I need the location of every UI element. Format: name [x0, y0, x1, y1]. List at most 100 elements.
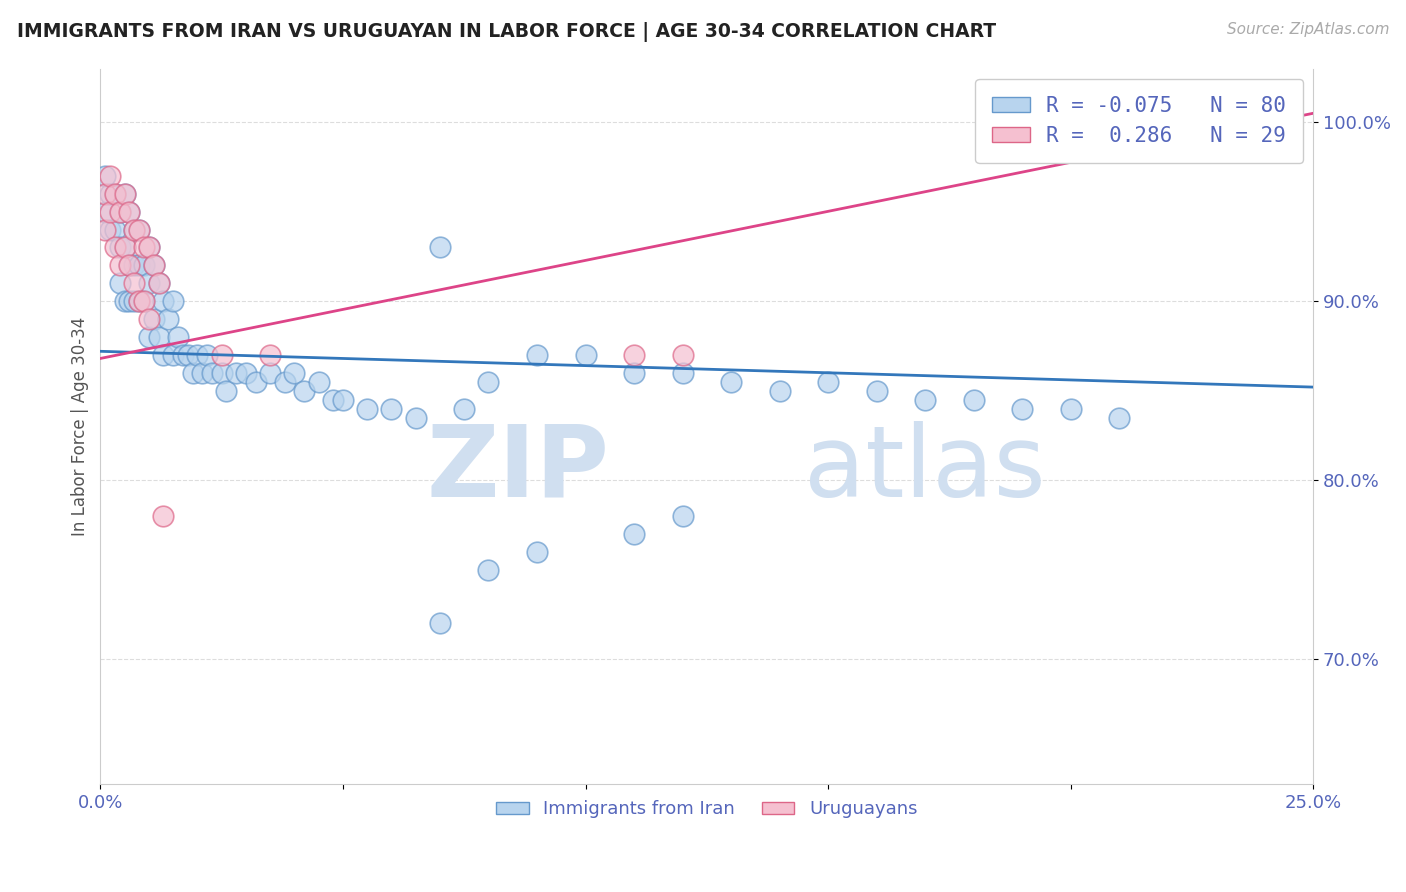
Point [181, 366, 204, 380]
Point [98, 186, 121, 201]
Point [152, 348, 174, 362]
Point [283, 366, 305, 380]
Point [191, 366, 214, 380]
Point [132, 259, 155, 273]
Point [118, 204, 141, 219]
Point [98, 222, 121, 236]
Point [98, 204, 121, 219]
Point [322, 392, 344, 407]
Point [114, 186, 136, 201]
Point [124, 222, 146, 236]
Point [162, 348, 184, 362]
Point [108, 277, 131, 291]
Point [453, 401, 475, 416]
Point [574, 348, 596, 362]
Point [142, 312, 165, 326]
Text: Source: ZipAtlas.com: Source: ZipAtlas.com [1226, 22, 1389, 37]
Point [405, 410, 427, 425]
Point [148, 277, 170, 291]
Point [128, 222, 150, 236]
Point [152, 294, 174, 309]
Point [114, 240, 136, 254]
Point [817, 375, 839, 389]
Point [104, 240, 127, 254]
Point [356, 401, 378, 416]
Point [138, 277, 160, 291]
Point [1157, 133, 1180, 147]
Point [245, 375, 267, 389]
Point [114, 294, 136, 309]
Point [308, 375, 330, 389]
Point [172, 348, 194, 362]
Point [671, 348, 693, 362]
Point [720, 375, 742, 389]
Point [94, 186, 117, 201]
Point [94, 169, 117, 183]
Point [128, 259, 150, 273]
Point [235, 366, 257, 380]
Point [104, 222, 127, 236]
Point [1157, 133, 1180, 147]
Point [124, 222, 146, 236]
Point [148, 330, 170, 344]
Point [332, 392, 354, 407]
Point [768, 384, 790, 398]
Point [138, 330, 160, 344]
Point [118, 204, 141, 219]
Point [176, 348, 198, 362]
Point [1011, 401, 1033, 416]
Point [128, 294, 150, 309]
Point [108, 240, 131, 254]
Point [132, 294, 155, 309]
Point [124, 294, 146, 309]
Point [114, 240, 136, 254]
Point [623, 366, 645, 380]
Point [142, 259, 165, 273]
Point [98, 169, 121, 183]
Point [477, 375, 499, 389]
Point [1060, 401, 1083, 416]
Point [148, 277, 170, 291]
Point [108, 204, 131, 219]
Point [104, 186, 127, 201]
Point [259, 366, 281, 380]
Point [671, 508, 693, 523]
Point [157, 312, 180, 326]
Point [526, 545, 548, 559]
Point [94, 222, 117, 236]
Point [429, 616, 451, 631]
Point [128, 222, 150, 236]
Point [118, 259, 141, 273]
Point [1108, 133, 1130, 147]
Point [429, 240, 451, 254]
Point [623, 526, 645, 541]
Point [195, 348, 218, 362]
Point [108, 259, 131, 273]
Point [215, 384, 238, 398]
Point [914, 392, 936, 407]
Point [138, 312, 160, 326]
Point [138, 240, 160, 254]
Point [211, 366, 233, 380]
Point [162, 294, 184, 309]
Point [94, 204, 117, 219]
Point [292, 384, 315, 398]
Point [104, 186, 127, 201]
Text: atlas: atlas [804, 421, 1046, 518]
Point [201, 366, 224, 380]
Point [152, 508, 174, 523]
Point [623, 348, 645, 362]
Point [865, 384, 887, 398]
Point [114, 186, 136, 201]
Point [132, 240, 155, 254]
Point [274, 375, 297, 389]
Point [225, 366, 247, 380]
Point [1108, 410, 1130, 425]
Point [671, 366, 693, 380]
Point [477, 563, 499, 577]
Point [124, 277, 146, 291]
Point [186, 348, 208, 362]
Point [124, 259, 146, 273]
Point [259, 348, 281, 362]
Point [118, 259, 141, 273]
